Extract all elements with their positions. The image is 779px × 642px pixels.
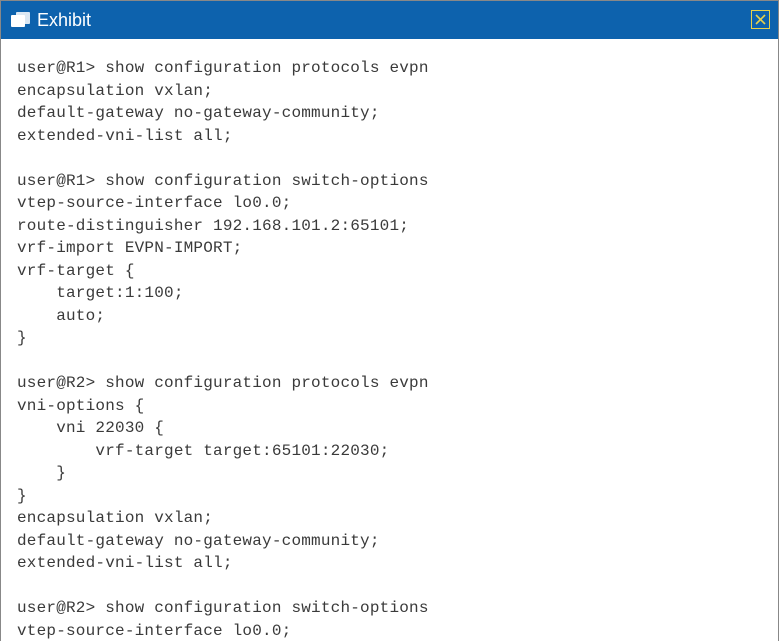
exhibit-icon [11, 12, 31, 28]
close-icon [754, 13, 767, 26]
window-titlebar: Exhibit [1, 1, 778, 39]
terminal-output: user@R1> show configuration protocols ev… [17, 57, 766, 642]
terminal-pane: user@R1> show configuration protocols ev… [1, 39, 778, 642]
close-button[interactable] [751, 10, 770, 29]
window-title: Exhibit [37, 10, 91, 31]
